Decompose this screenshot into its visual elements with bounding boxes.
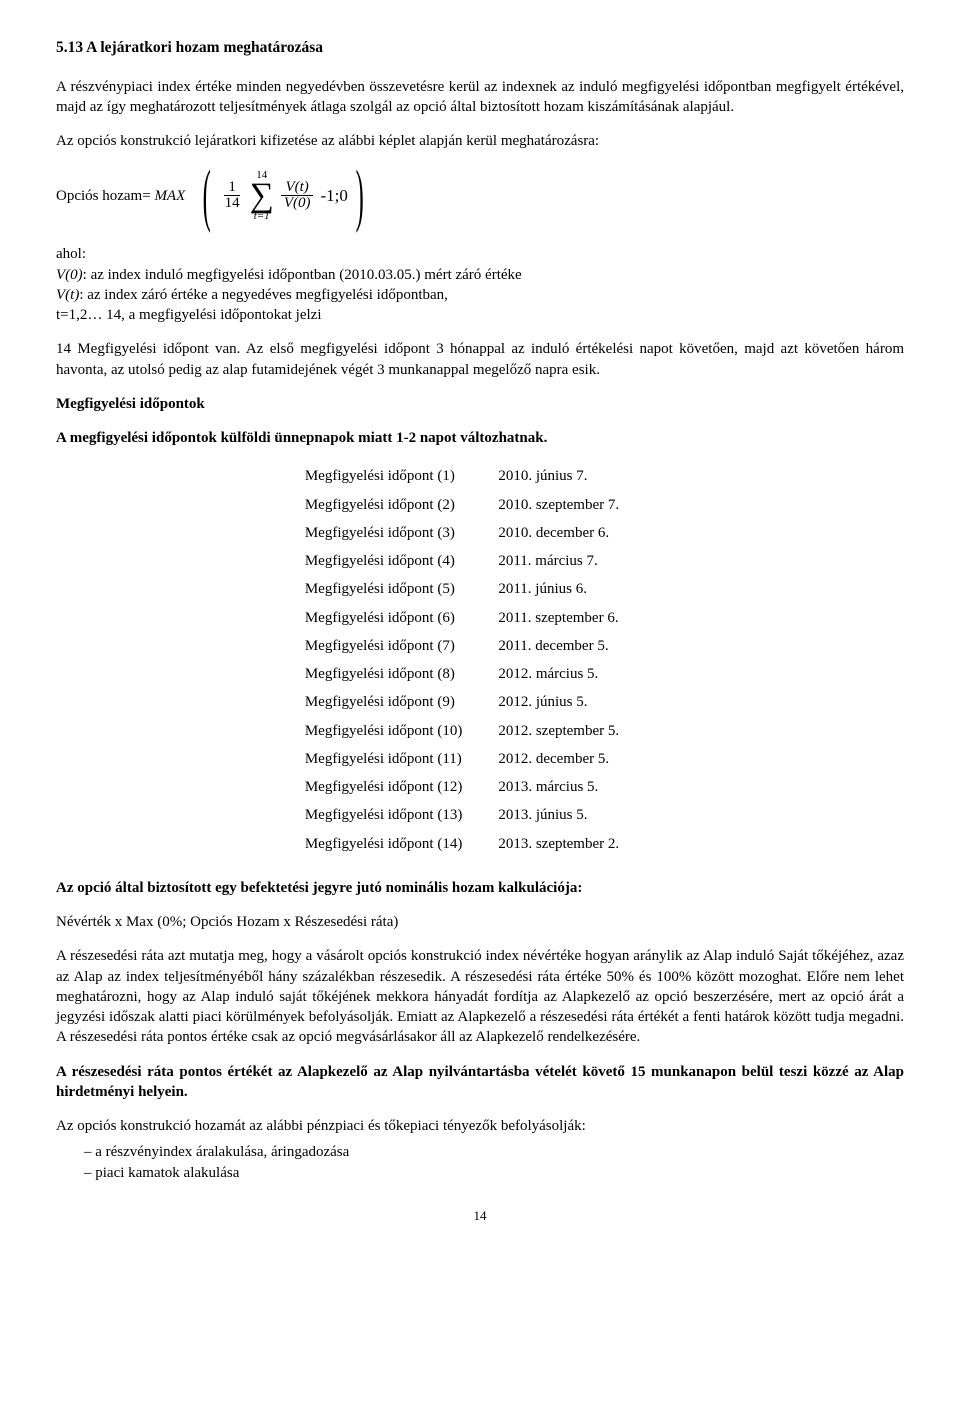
obs-date: 2011. december 5.	[498, 632, 655, 660]
obs-date: 2011. szeptember 6.	[498, 604, 655, 632]
paragraph-factors-intro: Az opciós konstrukció hozamát az alábbi …	[56, 1116, 904, 1136]
obs-date: 2010. december 6.	[498, 519, 655, 547]
table-row: Megfigyelési időpont (5)2011. június 6.	[305, 575, 655, 603]
table-row: Megfigyelési időpont (6)2011. szeptember…	[305, 604, 655, 632]
obs-date: 2010. június 7.	[498, 462, 655, 490]
def-vt-text: : az index záró értéke a negyedéves megf…	[79, 287, 448, 303]
table-row: Megfigyelési időpont (10)2012. szeptembe…	[305, 717, 655, 745]
table-row: Megfigyelési időpont (8)2012. március 5.	[305, 660, 655, 688]
def-t: t=1,2… 14, a megfigyelési időpontokat je…	[56, 305, 904, 325]
obs-date: 2013. június 5.	[498, 801, 655, 829]
table-row: Megfigyelési időpont (2)2010. szeptember…	[305, 491, 655, 519]
frac2-den: V(0)	[280, 196, 315, 211]
obs-label: Megfigyelési időpont (5)	[305, 575, 498, 603]
obs-date: 2012. december 5.	[498, 745, 655, 773]
factors-list: – a részvényindex áralakulása, áringadoz…	[56, 1142, 904, 1183]
page-number: 14	[56, 1207, 904, 1225]
formula-max: MAX	[154, 188, 185, 204]
obs-label: Megfigyelési időpont (14)	[305, 830, 498, 858]
obs-label: Megfigyelési időpont (7)	[305, 632, 498, 660]
obs-label: Megfigyelési időpont (8)	[305, 660, 498, 688]
right-paren-icon: )	[355, 171, 363, 220]
fraction-1-over-14: 1 14	[221, 180, 244, 211]
obs-label: Megfigyelési időpont (11)	[305, 745, 498, 773]
nominal-formula: Névérték x Max (0%; Opciós Hozam x Része…	[56, 912, 904, 932]
heading-observations: Megfigyelési időpontok	[56, 394, 904, 414]
sigma-symbol: ∑	[250, 181, 274, 212]
frac-num: 1	[224, 180, 240, 196]
table-row: Megfigyelési időpont (13)2013. június 5.	[305, 801, 655, 829]
obs-date: 2013. szeptember 2.	[498, 830, 655, 858]
obs-date: 2012. szeptember 5.	[498, 717, 655, 745]
paragraph-reszesedesi: A részesedési ráta azt mutatja meg, hogy…	[56, 946, 904, 1047]
fraction-vt-v0: V(t) V(0)	[280, 180, 315, 211]
formula-block: Opciós hozam= MAX ( 1 14 14 ∑ t=1 V(t) V…	[56, 170, 904, 223]
sigma-icon: 14 ∑ t=1	[250, 170, 274, 223]
def-v0: V(0): az index induló megfigyelési időpo…	[56, 265, 904, 285]
obs-date: 2012. június 5.	[498, 688, 655, 716]
table-row: Megfigyelési időpont (7)2011. december 5…	[305, 632, 655, 660]
obs-date: 2011. június 6.	[498, 575, 655, 603]
section-title: 5.13 A lejáratkori hozam meghatározása	[56, 38, 904, 59]
table-row: Megfigyelési időpont (4)2011. március 7.	[305, 547, 655, 575]
paragraph-reszesedesi-bold: A részesedési ráta pontos értékét az Ala…	[56, 1062, 904, 1103]
obs-label: Megfigyelési időpont (12)	[305, 773, 498, 801]
paragraph-intro: A részvénypiaci index értéke minden negy…	[56, 77, 904, 118]
left-paren-icon: (	[203, 171, 211, 220]
observations-table: Megfigyelési időpont (1)2010. június 7.M…	[56, 462, 904, 858]
def-v0-text: : az index induló megfigyelési időpontba…	[83, 267, 522, 283]
document-page: 5.13 A lejáratkori hozam meghatározása A…	[0, 0, 960, 1409]
table-row: Megfigyelési időpont (3)2010. december 6…	[305, 519, 655, 547]
def-v0-symbol: V(0)	[56, 267, 83, 283]
obs-date: 2011. március 7.	[498, 547, 655, 575]
obs-label: Megfigyelési időpont (6)	[305, 604, 498, 632]
table-row: Megfigyelési időpont (11)2012. december …	[305, 745, 655, 773]
table-row: Megfigyelési időpont (9)2012. június 5.	[305, 688, 655, 716]
obs-date: 2010. szeptember 7.	[498, 491, 655, 519]
definitions-block: ahol: V(0): az index induló megfigyelési…	[56, 244, 904, 325]
formula-label: Opciós hozam= MAX	[56, 186, 185, 206]
paragraph-formula-intro: Az opciós konstrukció lejáratkori kifize…	[56, 131, 904, 151]
sigma-bottom: t=1	[254, 211, 270, 222]
paragraph-14-obs: 14 Megfigyelési időpont van. Az első meg…	[56, 339, 904, 380]
obs-label: Megfigyelési időpont (4)	[305, 547, 498, 575]
formula-tail: -1;0	[320, 185, 347, 208]
table-row: Megfigyelési időpont (14)2013. szeptembe…	[305, 830, 655, 858]
frac-den: 14	[221, 196, 244, 211]
table-row: Megfigyelési időpont (12)2013. március 5…	[305, 773, 655, 801]
def-vt-symbol: V(t)	[56, 287, 79, 303]
heading-change-note: A megfigyelési időpontok külföldi ünnepn…	[56, 428, 904, 448]
obs-label: Megfigyelési időpont (3)	[305, 519, 498, 547]
list-item: – piaci kamatok alakulása	[56, 1163, 904, 1183]
obs-date: 2013. március 5.	[498, 773, 655, 801]
table-row: Megfigyelési időpont (1)2010. június 7.	[305, 462, 655, 490]
obs-label: Megfigyelési időpont (13)	[305, 801, 498, 829]
obs-label: Megfigyelési időpont (2)	[305, 491, 498, 519]
obs-label: Megfigyelési időpont (9)	[305, 688, 498, 716]
frac2-num: V(t)	[281, 180, 312, 196]
obs-label: Megfigyelési időpont (1)	[305, 462, 498, 490]
heading-nominal: Az opció által biztosított egy befekteté…	[56, 878, 904, 898]
obs-label: Megfigyelési időpont (10)	[305, 717, 498, 745]
def-ahol: ahol:	[56, 244, 904, 264]
list-item: – a részvényindex áralakulása, áringadoz…	[56, 1142, 904, 1162]
obs-date: 2012. március 5.	[498, 660, 655, 688]
formula-label-text: Opciós hozam=	[56, 188, 154, 204]
def-vt: V(t): az index záró értéke a negyedéves …	[56, 285, 904, 305]
